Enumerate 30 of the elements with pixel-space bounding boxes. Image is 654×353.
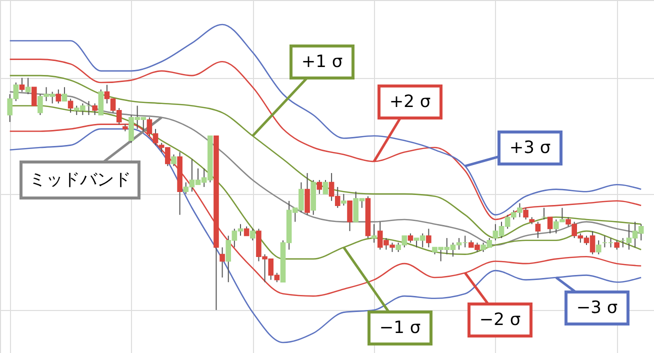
candlestick — [56, 88, 62, 104]
text: −2 σ — [479, 310, 521, 330]
candlestick — [596, 240, 602, 255]
text: +1 σ — [301, 52, 343, 72]
candlestick — [535, 221, 541, 239]
text: −1 σ — [379, 318, 421, 338]
candlestick — [98, 88, 104, 116]
candlestick — [19, 77, 25, 92]
candlestick — [316, 180, 322, 194]
candlestick — [92, 102, 98, 116]
candlestick — [341, 193, 346, 206]
text: +2 σ — [389, 92, 431, 112]
candlestick — [408, 232, 414, 244]
candlestick — [171, 154, 176, 167]
candlestick — [244, 226, 250, 236]
candlestick — [322, 180, 328, 194]
candlestick — [62, 86, 68, 102]
candlestick — [614, 240, 620, 250]
candlestick — [220, 246, 225, 278]
text: ミッドバンド — [29, 170, 131, 190]
candlestick — [371, 224, 377, 244]
candlestick — [304, 172, 310, 216]
candlestick — [31, 86, 37, 106]
candlestick — [250, 228, 256, 241]
candlestick — [347, 200, 352, 232]
candlestick — [547, 216, 553, 234]
candlestick — [68, 98, 74, 114]
series-label: −3 σ — [576, 298, 618, 318]
candlestick — [426, 228, 432, 248]
series-label: +3 σ — [509, 138, 551, 158]
